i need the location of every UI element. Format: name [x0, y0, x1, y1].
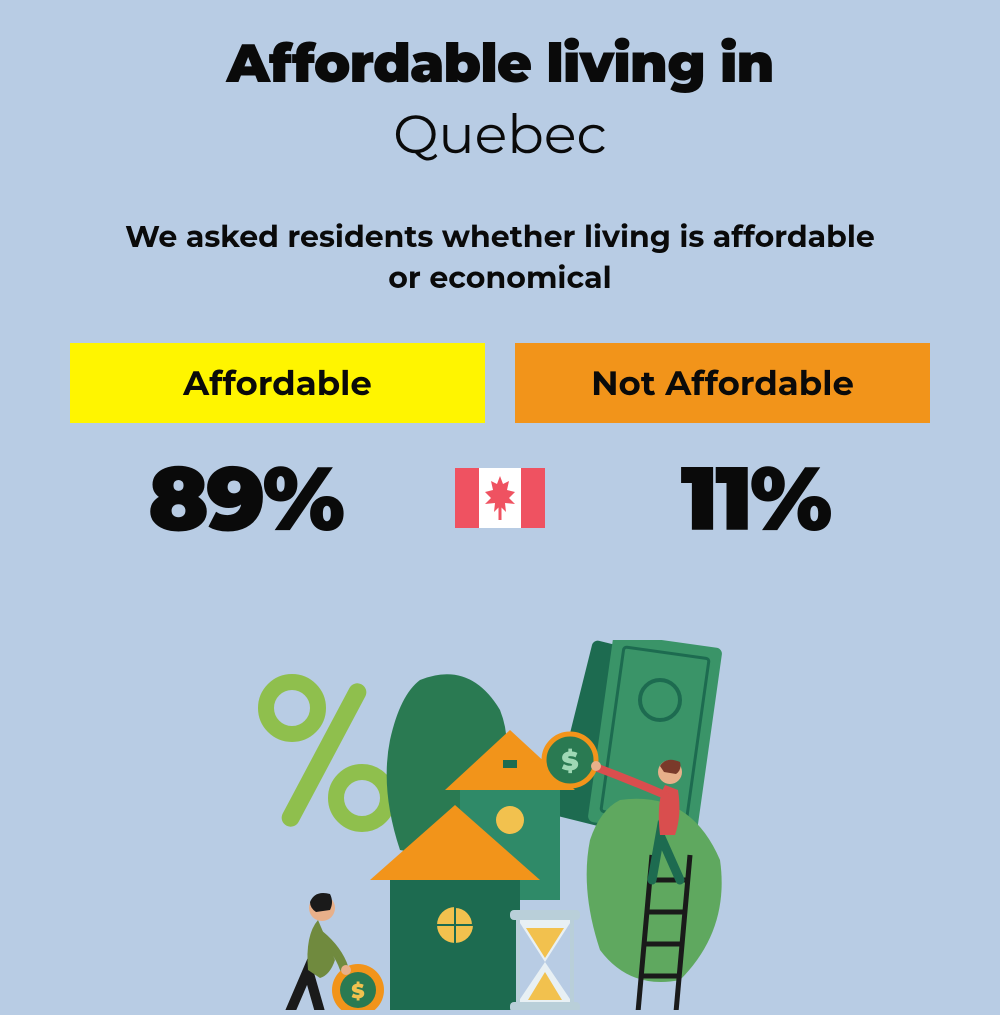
- svg-text:$: $: [351, 980, 364, 1004]
- panel-not-affordable: Not Affordable: [515, 343, 930, 423]
- result-panels: Affordable Not Affordable: [0, 343, 1000, 423]
- leaf-front-icon: [587, 799, 722, 982]
- canada-flag-icon: [455, 468, 545, 528]
- page-subtitle: Quebec: [0, 101, 1000, 167]
- panel-not-affordable-label: Not Affordable: [515, 343, 930, 423]
- flag-slot: [450, 468, 550, 528]
- panel-affordable: Affordable: [70, 343, 485, 423]
- panel-not-affordable-value: 11%: [580, 443, 930, 553]
- person-left-icon: $: [290, 893, 384, 1010]
- percent-icon: [266, 680, 388, 830]
- page-title: Affordable living in: [0, 30, 1000, 96]
- panel-affordable-label: Affordable: [70, 343, 485, 423]
- survey-description: We asked residents whether living is aff…: [110, 217, 890, 298]
- svg-text:$: $: [561, 745, 578, 777]
- coin-deposit-icon: $: [544, 734, 596, 786]
- result-values-row: 89% 11%: [0, 443, 1000, 553]
- hourglass-icon: [510, 910, 580, 1010]
- savings-illustration: $ $: [220, 640, 780, 1010]
- panel-affordable-value: 89%: [70, 443, 420, 553]
